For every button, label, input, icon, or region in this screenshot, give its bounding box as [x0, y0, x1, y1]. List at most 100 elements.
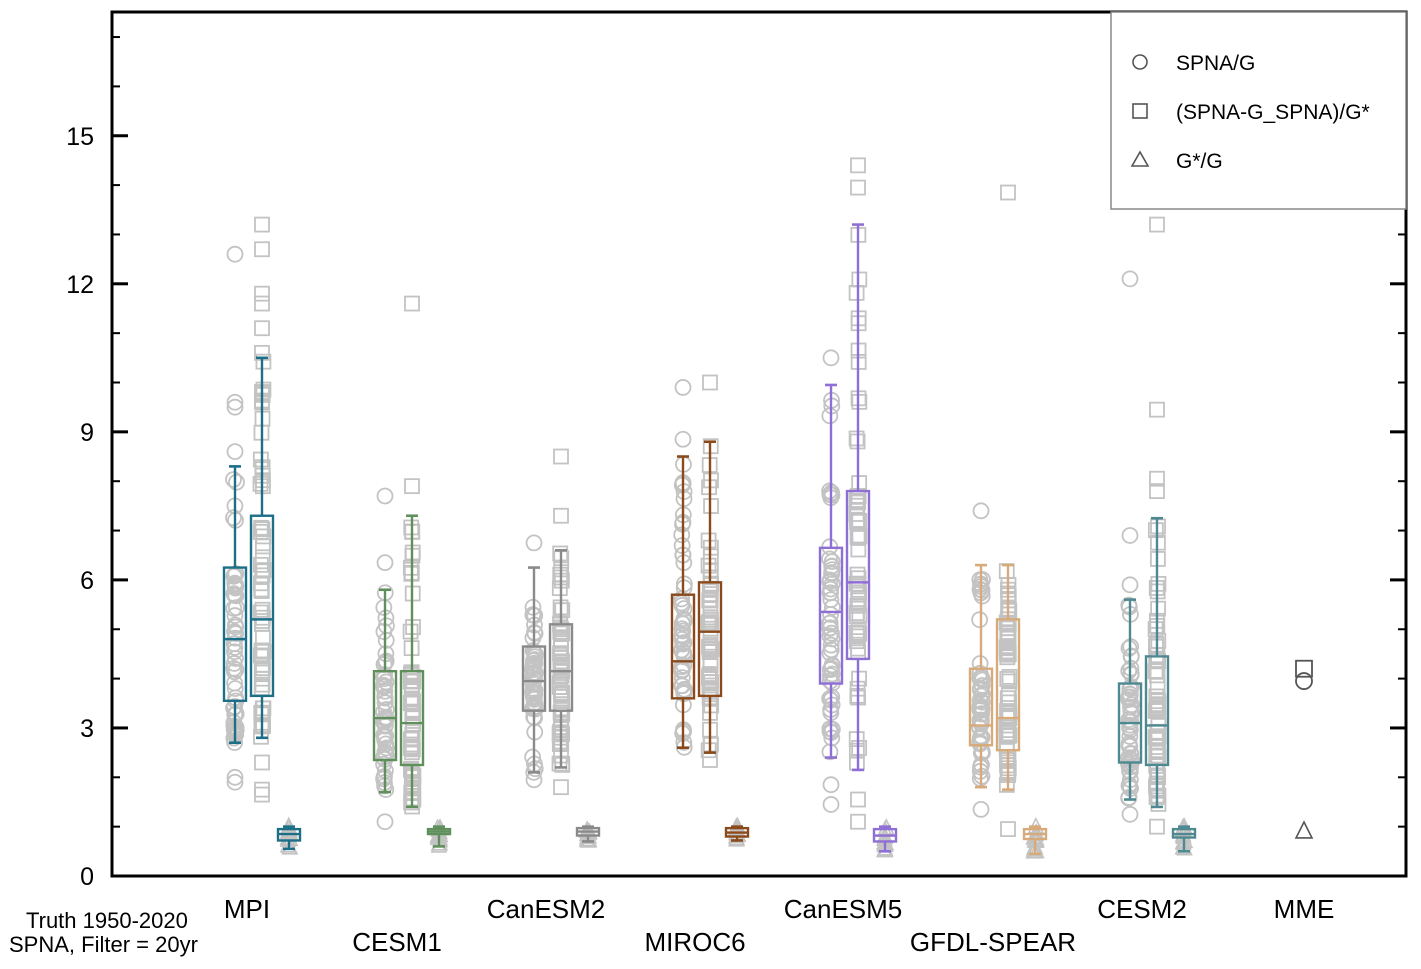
mpi-ratio-outlier [254, 754, 270, 771]
gfdl-spear-spna-g-point [971, 611, 989, 629]
y-tick-label: 15 [66, 123, 94, 151]
cesm2-ratio-point [1147, 621, 1164, 638]
canesm5-spna-g-point [823, 561, 841, 578]
gfdl-spear-ratio-point [999, 690, 1016, 707]
mpi-g-star-point [281, 838, 299, 855]
gfdl-spear-ratio-point [1001, 673, 1018, 690]
mpi-spna-g-point [225, 509, 242, 527]
mpi-ratio-point [253, 642, 270, 659]
gfdl-spear-ratio-outlier [1000, 821, 1016, 838]
y-tick-label: 6 [80, 567, 94, 595]
miroc6-spna-g-outlier [674, 430, 692, 448]
model-group-canesm2 [521, 448, 601, 848]
canesm2-spna-g-box [521, 645, 547, 712]
model-group-gfdl-spear [968, 184, 1048, 859]
gfdl-spear-ratio-point [1000, 686, 1017, 702]
gfdl-spear-ratio-point [1001, 727, 1018, 744]
miroc6-spna-g-point [673, 630, 691, 648]
canesm5-ratio-outlier [850, 157, 866, 174]
canesm5-spna-g-box [818, 546, 844, 685]
canesm2-ratio-point [551, 675, 568, 691]
canesm2-ratio-boxplot [548, 548, 574, 769]
canesm5-ratio-point [850, 541, 867, 558]
cesm2-ratio-point [1150, 632, 1167, 649]
cesm2-spna-g-outlier [1121, 527, 1139, 544]
cesm1-ratio-point [405, 767, 422, 784]
canesm5-spna-g-point [823, 575, 841, 592]
canesm2-spna-g-point [526, 700, 544, 718]
gfdl-spear-spna-g-outlier [972, 800, 990, 818]
canesm5-ratio-point [848, 492, 865, 509]
canesm5-spna-g-point [822, 591, 840, 609]
gfdl-spear-ratio-point [998, 614, 1015, 631]
miroc6-spna-g-point [673, 620, 691, 638]
canesm2-ratio-point [554, 602, 571, 619]
mpi-spna-g-point [226, 616, 244, 634]
miroc6-spna-g-box [670, 593, 696, 700]
cesm2-ratio-point [1149, 702, 1166, 718]
legend: SPNA/G (SPNA-G_SPNA)/G* G*/G [1110, 11, 1407, 210]
model-label-cesm1: CESM1 [352, 927, 442, 957]
canesm5-ratio-point [848, 731, 865, 747]
canesm5-ratio-point [850, 586, 866, 603]
cesm2-ratio-box [1144, 655, 1170, 767]
mpi-ratio-point [255, 660, 271, 677]
canesm2-ratio-point [552, 647, 569, 663]
y-tick-label: 12 [66, 271, 94, 299]
gfdl-spear-spna-g-point [971, 670, 989, 687]
mpi-ratio-outlier [254, 320, 270, 337]
mpi-ratio-point [254, 601, 271, 618]
mpi-ratio-outlier [254, 216, 270, 233]
cesm1-ratio-outlier [404, 478, 420, 495]
canesm5-ratio-outlier [850, 791, 866, 808]
mpi-spna-g-boxplot [222, 465, 248, 745]
mpi-spna-g-outlier [226, 443, 244, 460]
cesm1-spna-g-boxplot [372, 588, 398, 794]
cesm2-ratio-point [1148, 730, 1165, 747]
gfdl-spear-g-star-boxplot [1022, 825, 1048, 856]
legend-label-ratio: (SPNA-G_SPNA)/G* [1176, 101, 1370, 124]
y-tick-label: 0 [80, 863, 94, 891]
miroc6-ratio-outlier [702, 374, 718, 391]
mpi-ratio-point [254, 613, 271, 629]
mpi-ratio-point [254, 676, 271, 693]
canesm5-ratio-point [848, 284, 865, 301]
canesm5-ratio-point [850, 595, 867, 612]
gfdl-spear-ratio-outlier [1000, 184, 1016, 201]
mpi-spna-g-point [225, 585, 243, 603]
cesm2-ratio-point [1149, 677, 1166, 694]
mpi-ratio-outlier [254, 786, 270, 803]
mpi-ratio-point [255, 643, 272, 660]
canesm5-spna-g-point [821, 614, 838, 632]
gfdl-spear-ratio-boxplot [995, 563, 1021, 791]
mpi-spna-g-point [225, 471, 242, 488]
annotation-line-1: Truth 1950-2020 [26, 908, 188, 933]
canesm2-spna-g-point [524, 748, 542, 766]
canesm5-spna-g-outlier [822, 776, 840, 794]
mpi-spna-g-outlier [226, 768, 244, 786]
cesm2-spna-g-point [1120, 789, 1138, 807]
mpi-spna-g-point [226, 680, 244, 697]
model-label-canesm2: CanESM2 [487, 894, 606, 924]
mpi-ratio-box [249, 514, 275, 698]
mpi-spna-g-outlier [226, 393, 244, 411]
miroc6-ratio-point [700, 532, 717, 549]
gfdl-spear-ratio-point [1001, 694, 1017, 711]
gfdl-spear-spna-g-point [971, 711, 989, 729]
miroc6-ratio-point [702, 611, 719, 628]
canesm5-ratio-point [851, 607, 868, 624]
canesm5-ratio-point [851, 393, 868, 410]
mpi-ratio-outlier [254, 285, 270, 302]
cesm2-ratio-outlier [1149, 470, 1165, 487]
cesm1-spna-g-point [375, 676, 393, 694]
mpi-ratio-point [254, 538, 271, 555]
mpi-ratio-point [252, 475, 269, 492]
model-group-mme [1294, 659, 1314, 839]
gfdl-spear-ratio-point [1001, 705, 1018, 722]
mme-ratio-point [1295, 659, 1313, 678]
canesm2-spna-g-boxplot [521, 566, 547, 774]
legend-triangle-marker [1130, 150, 1150, 167]
canesm5-spna-g-outlier [822, 349, 840, 367]
gfdl-spear-spna-g-box [968, 667, 994, 747]
